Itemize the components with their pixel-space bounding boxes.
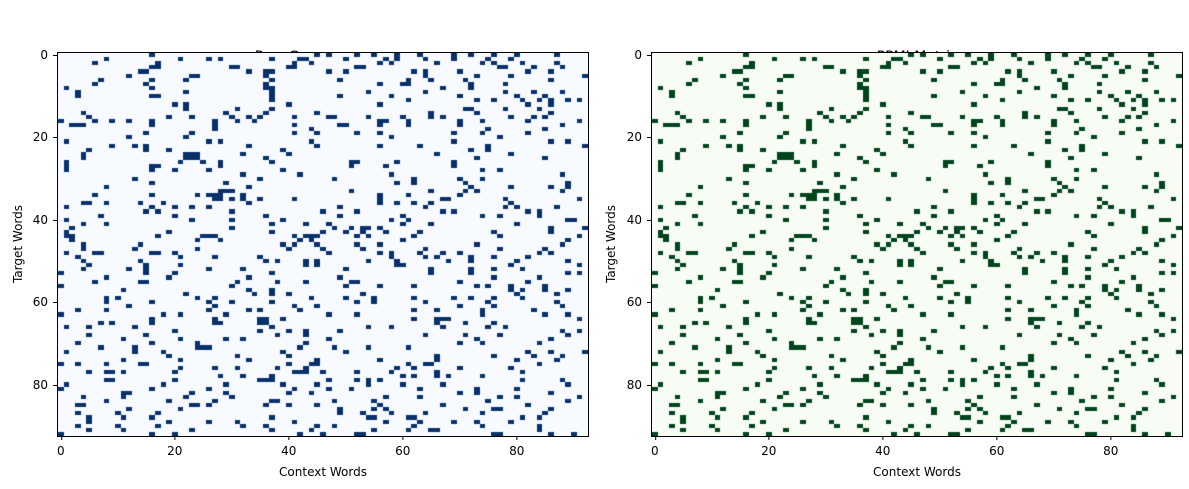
y-tick-label: 40 [612,213,651,227]
x-tick-label: 60 [395,436,411,458]
y-tick-label: 60 [612,295,651,309]
x-tick-label: 0 [57,436,65,458]
heatmap-axes-ppmi [651,52,1183,437]
y-tick-label: 80 [18,378,57,392]
x-tick-label: 80 [1103,436,1119,458]
y-tick-label: 80 [612,378,651,392]
x-axis-label-raw: Context Words [279,465,367,479]
x-tick-label: 60 [989,436,1005,458]
x-tick-label: 20 [167,436,183,458]
y-axis-label-ppmi: Target Words [604,204,618,284]
y-tick-label: 40 [18,213,57,227]
heatmap-axes-raw [57,52,589,437]
x-tick-label: 40 [281,436,297,458]
y-tick-label: 0 [18,48,57,62]
x-tick-label: 0 [651,436,659,458]
x-tick-label: 80 [509,436,525,458]
y-tick-label: 20 [612,130,651,144]
heatmap-raw [58,53,588,436]
x-tick-label: 20 [761,436,777,458]
y-tick-label: 20 [18,130,57,144]
y-tick-label: 0 [612,48,651,62]
y-tick-label: 60 [18,295,57,309]
x-axis-label-ppmi: Context Words [873,465,961,479]
x-tick-label: 40 [875,436,891,458]
y-axis-label-raw: Target Words [11,204,25,284]
heatmap-ppmi [652,53,1182,436]
